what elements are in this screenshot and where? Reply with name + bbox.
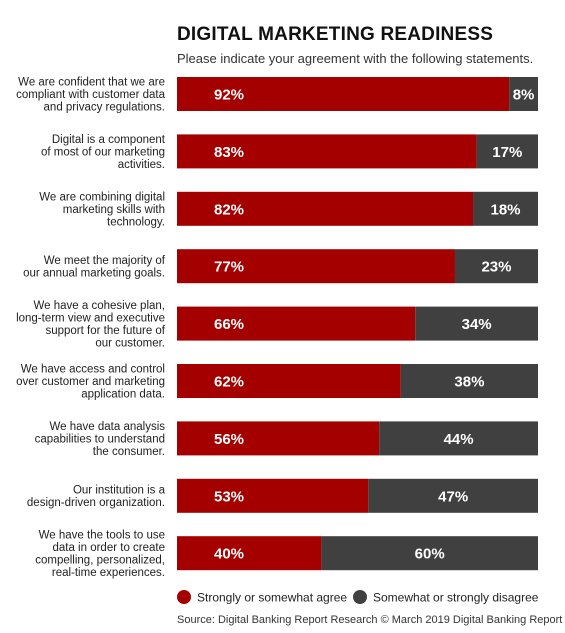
category-label: We are combining digital [39, 191, 165, 203]
category-label: compelling, personalized, [35, 554, 165, 566]
category-label: long-term view and executive [16, 312, 165, 324]
category-label: technology. [107, 216, 165, 228]
category-label: compliant with customer data [16, 89, 166, 101]
category-label: design-driven organization. [27, 497, 165, 509]
category-label: our customer. [95, 337, 165, 349]
bar-disagree [321, 536, 538, 571]
category-label: the consumer. [93, 446, 165, 458]
data-label-disagree: 18% [490, 201, 520, 218]
bar-disagree [415, 306, 538, 341]
data-label-agree: 53% [214, 488, 244, 505]
bar-agree [177, 364, 401, 398]
legend-label-disagree: Somewhat or strongly disagree [373, 591, 539, 605]
data-label-agree: 82% [214, 201, 244, 218]
data-label-disagree: 47% [438, 488, 468, 505]
data-label-agree: 40% [214, 546, 244, 563]
bar-disagree [473, 191, 538, 226]
category-label: We have access and control [21, 364, 165, 376]
category-label: activities. [118, 159, 165, 171]
category-label: over customer and marketing [16, 376, 165, 388]
data-label-disagree: 8% [513, 87, 535, 104]
bar-agree [177, 77, 510, 111]
bar-disagree [379, 421, 538, 456]
data-label-agree: 77% [214, 259, 244, 276]
category-label: We have data analysis [50, 421, 166, 433]
category-label: real-time experiences. [52, 567, 165, 579]
category-label: data in order to create [52, 542, 165, 554]
category-label: our annual marketing goals. [23, 267, 165, 279]
data-label-agree: 56% [214, 431, 244, 448]
data-label-disagree: 38% [454, 374, 484, 391]
legend-marker-agree [177, 590, 191, 604]
data-label-disagree: 44% [444, 431, 474, 448]
category-label: Our institution is a [73, 485, 166, 497]
bar-agree [177, 134, 477, 169]
category-label: application data. [81, 389, 165, 401]
bar-disagree [454, 249, 538, 284]
bar-agree [177, 249, 455, 284]
legend-marker-disagree [353, 590, 367, 604]
data-label-agree: 66% [214, 316, 244, 333]
bar-agree [177, 306, 416, 341]
category-label: capabilities to understand [35, 433, 165, 445]
category-label: We have the tools to use [39, 529, 165, 541]
data-label-agree: 92% [214, 87, 244, 104]
category-label: of most of our marketing [41, 146, 165, 158]
chart-subtitle: Please indicate your agreement with the … [177, 51, 534, 66]
chart-title: DIGITAL MARKETING READINESS [177, 24, 494, 45]
category-label: Digital is a component [52, 134, 166, 146]
category-label: marketing skills with [63, 204, 165, 216]
data-label-agree: 62% [214, 374, 244, 391]
data-label-disagree: 60% [415, 546, 445, 563]
data-label-disagree: 34% [462, 316, 492, 333]
bar-agree [177, 536, 322, 571]
category-label: We meet the majority of [44, 255, 166, 267]
bar-disagree [476, 134, 538, 169]
source-note: Source: Digital Banking Report Research … [177, 614, 563, 626]
bar-disagree [400, 364, 538, 398]
bar-disagree [509, 77, 538, 111]
data-label-disagree: 23% [481, 259, 511, 276]
bar-agree [177, 191, 474, 226]
category-label: We are confident that we are [18, 77, 165, 89]
legend-label-agree: Strongly or somewhat agree [197, 591, 347, 605]
data-label-disagree: 17% [492, 144, 522, 161]
data-label-agree: 83% [214, 144, 244, 161]
category-label: support for the future of [45, 325, 165, 337]
bar-disagree [368, 478, 538, 513]
bar-agree [177, 421, 380, 456]
category-label: We have a cohesive plan, [34, 300, 165, 312]
category-label: and privacy regulations. [44, 102, 165, 114]
bar-agree [177, 478, 369, 513]
